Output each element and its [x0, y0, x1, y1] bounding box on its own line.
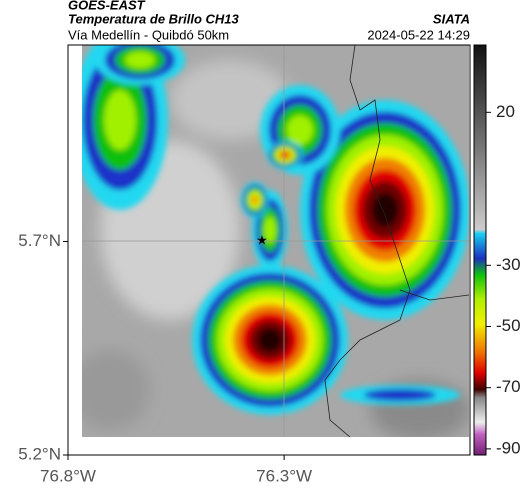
colorbar-tick-label: 20	[496, 102, 515, 121]
border	[324, 45, 411, 437]
cloud-layer	[286, 115, 314, 145]
satellite-image: ★	[82, 45, 469, 437]
title: Temperatura de Brillo CH13	[68, 11, 240, 26]
colorbar-tick-label: -70	[496, 377, 521, 396]
y-tick-label: 5.2°N	[18, 444, 61, 463]
source: GOES-EAST	[68, 0, 146, 12]
location-marker: ★	[256, 232, 268, 247]
colorbar-tick-label: -30	[496, 255, 521, 274]
cloud-layer	[364, 389, 436, 401]
colorbar	[473, 44, 487, 456]
cloud-layer	[104, 90, 136, 150]
cloud-layer	[125, 51, 155, 69]
cloud-layer	[251, 195, 259, 205]
cloud-layer	[371, 192, 399, 228]
route: Vía Medellín - Quibdó 50km	[68, 27, 229, 42]
cloud-layer	[281, 152, 289, 158]
colorbar-tick-label: -50	[496, 316, 521, 335]
map-frame	[67, 44, 471, 456]
datetime: 2024-05-22 14:29	[367, 27, 470, 42]
cloud-layer	[257, 328, 283, 352]
agency: SIATA	[433, 11, 470, 26]
cloud-layer	[264, 216, 276, 244]
border	[399, 289, 469, 301]
x-tick-label: 76.8°W	[40, 466, 96, 485]
colorbar-tick-label: -90	[496, 438, 521, 457]
x-tick-label: 76.3°W	[256, 466, 312, 485]
y-tick-label: 5.7°N	[18, 231, 61, 250]
